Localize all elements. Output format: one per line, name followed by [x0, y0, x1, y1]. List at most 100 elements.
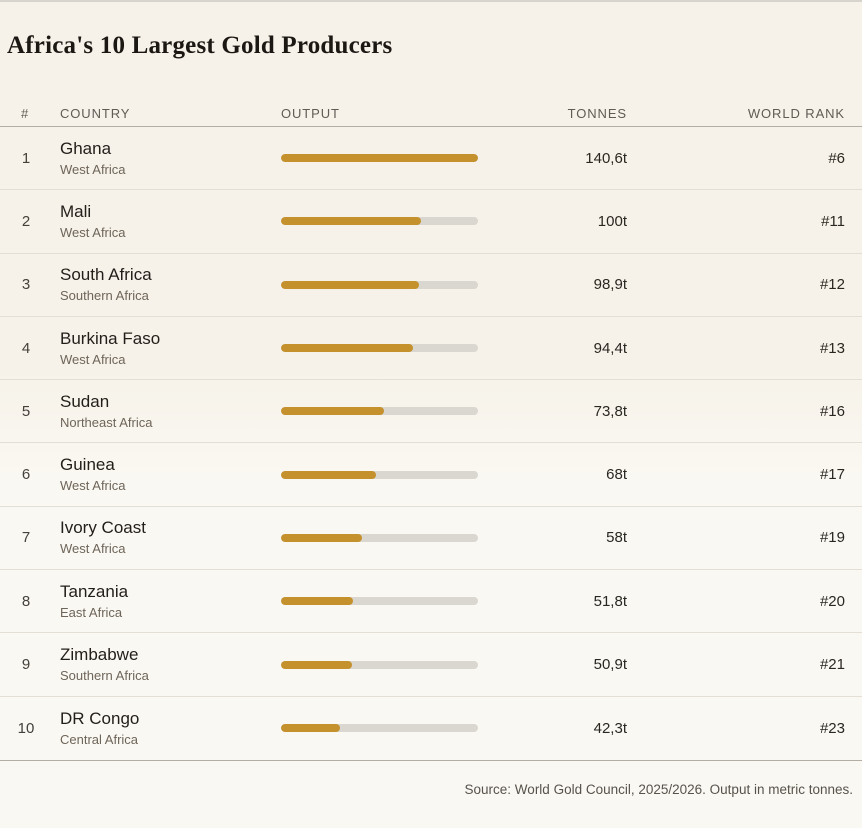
column-header-world-rank: WORLD RANK: [747, 105, 845, 121]
country-region: West Africa: [60, 541, 126, 557]
country-name: Ghana: [60, 138, 112, 158]
row-rank: 10: [17, 719, 35, 737]
source-note: Source: World Gold Council, 2025/2026. O…: [464, 781, 853, 797]
tonnes-value: 140,6t: [585, 149, 627, 167]
tonnes-value: 94,4t: [593, 339, 627, 357]
world-rank-value: #6: [828, 149, 845, 167]
output-bar-fill: [281, 533, 363, 542]
country-region: Central Africa: [60, 731, 139, 747]
row-country: Guinea West Africa: [60, 455, 281, 494]
column-header-output: OUTPUT: [281, 105, 340, 121]
country-region: West Africa: [60, 161, 126, 177]
output-bar-fill: [281, 724, 341, 733]
country-region: Northeast Africa: [60, 414, 153, 430]
output-bar-track: [281, 280, 478, 289]
row-output: [281, 597, 478, 606]
row-output: [281, 660, 478, 669]
country-name: Zimbabwe: [60, 645, 139, 665]
table-row: 8 Tanzania East Africa 51,8t #20: [0, 570, 862, 634]
world-rank-value: #23: [819, 719, 845, 737]
output-bar-fill: [281, 407, 385, 416]
row-country: Ghana West Africa: [60, 139, 281, 178]
world-rank-value: #11: [821, 212, 845, 230]
tonnes-value: 42,3t: [593, 719, 627, 737]
world-rank-value: #12: [819, 276, 845, 294]
table-header: # COUNTRY OUTPUT TONNES WORLD RANK: [0, 100, 862, 127]
row-country: Ivory Coast West Africa: [60, 518, 281, 557]
row-country: Mali West Africa: [60, 202, 281, 241]
table-row: 1 Ghana West Africa 140,6t #6: [0, 127, 862, 191]
table-row: 4 Burkina Faso West Africa 94,4t #13: [0, 317, 862, 381]
row-output: [281, 344, 478, 353]
country-name: Mali: [60, 201, 92, 221]
world-rank-value: #21: [819, 656, 845, 674]
row-country: Zimbabwe Southern Africa: [60, 645, 281, 684]
country-region: Southern Africa: [60, 668, 149, 684]
row-output: [281, 407, 478, 416]
country-name: Ivory Coast: [60, 518, 146, 538]
row-rank: 7: [21, 529, 31, 547]
column-header-country: COUNTRY: [60, 105, 131, 121]
output-bar-fill: [281, 597, 354, 606]
output-bar-track: [281, 217, 478, 226]
table-row: 6 Guinea West Africa 68t #17: [0, 443, 862, 507]
world-rank-value: #16: [819, 402, 845, 420]
row-country: DR Congo Central Africa: [60, 709, 281, 748]
page-title: Africa's 10 Largest Gold Producers: [7, 32, 393, 59]
output-bar-track: [281, 597, 478, 606]
row-rank: 8: [21, 592, 31, 610]
row-rank: 3: [21, 276, 31, 294]
tonnes-value: 58t: [606, 529, 627, 547]
output-bar-track: [281, 470, 478, 479]
table-body: 1 Ghana West Africa 140,6t #6 2 Mali Wes…: [0, 127, 862, 761]
table-row: 5 Sudan Northeast Africa 73,8t #16: [0, 380, 862, 444]
country-name: South Africa: [60, 265, 152, 285]
column-header-rank: #: [21, 105, 30, 121]
output-bar-fill: [281, 660, 353, 669]
row-rank: 1: [21, 149, 31, 167]
table-row: 2 Mali West Africa 100t #11: [0, 190, 862, 254]
country-region: Southern Africa: [60, 288, 149, 304]
output-bar-track: [281, 154, 478, 163]
row-country: Sudan Northeast Africa: [60, 392, 281, 431]
world-rank-value: #17: [819, 466, 845, 484]
tonnes-value: 100t: [597, 212, 627, 230]
row-country: South Africa Southern Africa: [60, 265, 281, 304]
tonnes-value: 50,9t: [593, 656, 627, 674]
tonnes-value: 51,8t: [593, 592, 627, 610]
row-output: [281, 533, 478, 542]
table-row: 7 Ivory Coast West Africa 58t #19: [0, 507, 862, 571]
tonnes-value: 68t: [606, 466, 627, 484]
table-row: 9 Zimbabwe Southern Africa 50,9t #21: [0, 633, 862, 697]
row-rank: 6: [21, 466, 31, 484]
country-name: Tanzania: [60, 581, 129, 601]
country-region: East Africa: [60, 604, 123, 620]
output-bar-track: [281, 407, 478, 416]
output-bar-track: [281, 533, 478, 542]
row-country: Tanzania East Africa: [60, 582, 281, 621]
row-rank: 9: [21, 656, 31, 674]
country-name: DR Congo: [60, 708, 140, 728]
country-region: West Africa: [60, 351, 126, 367]
output-bar-fill: [281, 217, 422, 226]
row-output: [281, 154, 478, 163]
output-bar-track: [281, 344, 478, 353]
row-rank: 2: [21, 212, 31, 230]
world-rank-value: #20: [819, 592, 845, 610]
row-output: [281, 280, 478, 289]
country-name: Guinea: [60, 455, 115, 475]
country-region: West Africa: [60, 224, 126, 240]
row-country: Burkina Faso West Africa: [60, 329, 281, 368]
output-bar-track: [281, 724, 478, 733]
row-output: [281, 470, 478, 479]
country-name: Sudan: [60, 391, 110, 411]
world-rank-value: #19: [819, 529, 845, 547]
table-row: 3 South Africa Southern Africa 98,9t #12: [0, 254, 862, 317]
column-header-tonnes: TONNES: [567, 105, 627, 121]
output-bar-fill: [281, 470, 377, 479]
row-rank: 5: [21, 402, 31, 420]
world-rank-value: #13: [819, 339, 845, 357]
country-name: Burkina Faso: [60, 328, 161, 348]
row-output: [281, 217, 478, 226]
tonnes-value: 98,9t: [593, 276, 627, 294]
